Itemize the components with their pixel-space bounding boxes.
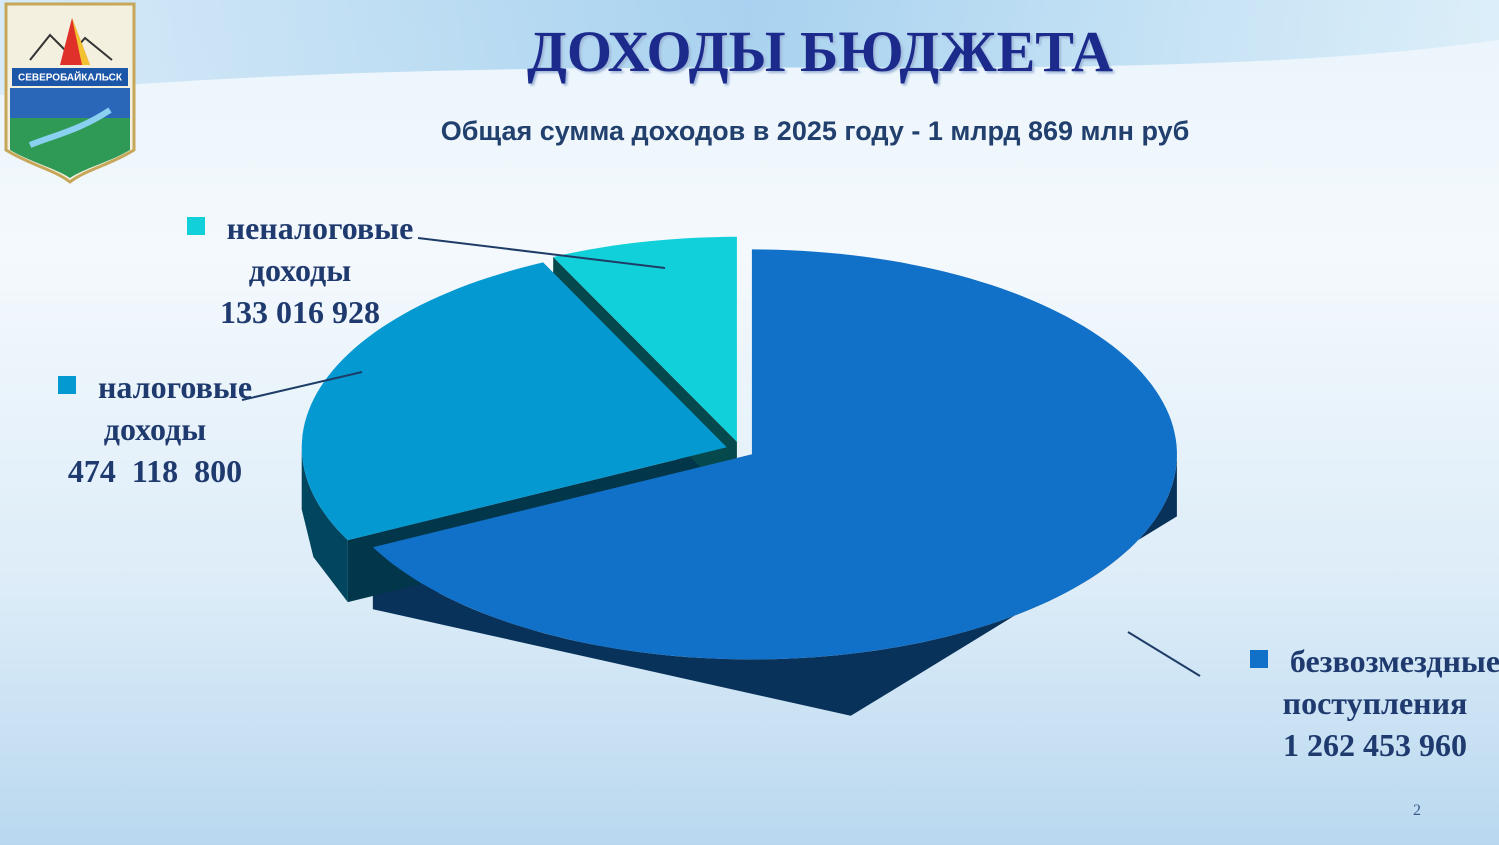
value-label: 1 262 453 960 [1283,727,1467,763]
legend-label: неналоговые доходы [226,210,414,288]
legend-label: безвозмездные поступления [1282,643,1499,721]
pie-slice [301,262,727,541]
data-label: безвозмездные поступления 1 262 453 960 [1230,640,1499,766]
legend-swatch [186,217,205,235]
logo-text: СЕВЕРОБАЙКАЛЬСК [18,71,123,84]
pie-slice [553,236,737,442]
value-label: 474 118 800 [67,453,243,489]
legend-swatch [1249,650,1268,668]
leader-line [241,371,363,401]
chart-subtitle: Общая сумма доходов в 2025 году - 1 млрд… [440,116,1190,146]
legend-label: налоговые доходы [97,369,253,447]
leader-line [417,237,666,269]
data-label: неналоговые доходы 133 016 928 [150,207,450,333]
value-label: 133 016 928 [220,294,380,330]
slice-side [372,454,1177,716]
logo: СЕВЕРОБАЙКАЛЬСК [4,2,136,184]
slide-number: 2 [1413,802,1421,819]
header-band [0,0,1499,95]
leader-line [1127,631,1201,677]
chart-title: ДОХОДЫ БЮДЖЕТА [527,19,1113,84]
pie-tops [301,236,1177,660]
slice-side [301,447,348,603]
pie-slice [372,249,1177,660]
data-label: налоговые доходы 474 118 800 [10,366,300,492]
legend-swatch [57,376,76,394]
